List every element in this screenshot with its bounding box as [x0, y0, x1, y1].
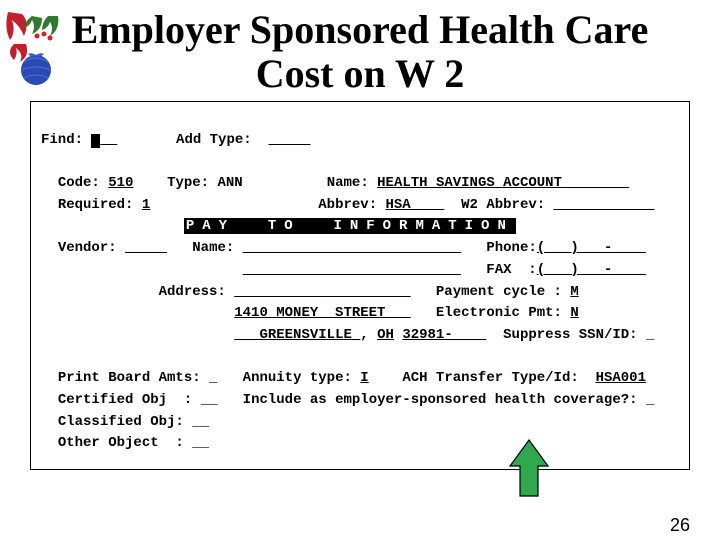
fax-label: FAX :: [486, 262, 536, 278]
abbrev-label: Abbrev:: [318, 197, 377, 213]
classified-obj-value[interactable]: __: [192, 414, 209, 430]
page-number: 26: [670, 515, 690, 536]
payment-cycle-label: Payment cycle :: [436, 284, 562, 300]
vendor-name-label: Name:: [192, 240, 234, 256]
required-value[interactable]: 1: [142, 197, 150, 213]
name-label: Name:: [327, 175, 369, 191]
phone-value[interactable]: (___)___-____: [537, 240, 646, 256]
required-label: Required:: [58, 197, 134, 213]
annuity-type-label: Annuity type:: [243, 370, 352, 386]
code-value[interactable]: 510: [108, 175, 133, 191]
section-banner: PAY TO INFORMATION: [184, 218, 516, 234]
name-value[interactable]: HEALTH SAVINGS ACCOUNT: [377, 175, 629, 191]
electronic-pmt-value[interactable]: N: [570, 305, 578, 321]
other-obj-value[interactable]: __: [192, 435, 209, 451]
annuity-type-value[interactable]: I: [360, 370, 368, 386]
phone-label: Phone:: [486, 240, 536, 256]
slide-title: Employer Sponsored Health Care Cost on W…: [40, 8, 680, 96]
print-board-value[interactable]: _: [209, 370, 217, 386]
address-line1[interactable]: [234, 284, 410, 300]
add-type-label: Add Type:: [176, 132, 252, 148]
address-state[interactable]: OH: [377, 327, 394, 343]
ach-value[interactable]: HSA001: [596, 370, 646, 386]
classified-obj-label: Classified Obj:: [58, 414, 184, 430]
suppress-ssn-value[interactable]: _: [646, 327, 654, 343]
vendor-value[interactable]: [125, 240, 167, 256]
address-zip[interactable]: 32981-: [402, 327, 486, 343]
electronic-pmt-label: Electronic Pmt:: [436, 305, 562, 321]
vendor-name-value[interactable]: [243, 240, 461, 256]
terminal-form: Find: Add Type: Code: 510 Type: ANN Name…: [30, 101, 690, 470]
certified-obj-value[interactable]: __: [201, 392, 218, 408]
payment-cycle-value[interactable]: M: [570, 284, 578, 300]
include-question-value[interactable]: _: [646, 392, 654, 408]
holiday-wreath-icon: [2, 10, 74, 92]
certified-obj-label: Certified Obj :: [58, 392, 192, 408]
suppress-ssn-label: Suppress SSN/ID:: [503, 327, 637, 343]
w2-abbrev-label: W2 Abbrev:: [461, 197, 545, 213]
type-value: ANN: [217, 175, 242, 191]
code-label: Code:: [58, 175, 100, 191]
fax-value[interactable]: (___)___-____: [537, 262, 646, 278]
print-board-label: Print Board Amts:: [58, 370, 201, 386]
other-obj-label: Other Object :: [58, 435, 184, 451]
ach-label: ACH Transfer Type/Id:: [402, 370, 578, 386]
w2-abbrev-value[interactable]: [554, 197, 655, 213]
type-label: Type:: [167, 175, 209, 191]
address-city-line[interactable]: GREENSVILLE: [234, 327, 360, 343]
address-street[interactable]: 1410 MONEY STREET: [234, 305, 410, 321]
include-question-label: Include as employer-sponsored health cov…: [243, 392, 638, 408]
address-label: Address:: [159, 284, 226, 300]
find-label: Find:: [41, 132, 83, 148]
abbrev-value[interactable]: HSA: [386, 197, 445, 213]
up-arrow-icon: [508, 438, 550, 500]
vendor-label: Vendor:: [58, 240, 117, 256]
